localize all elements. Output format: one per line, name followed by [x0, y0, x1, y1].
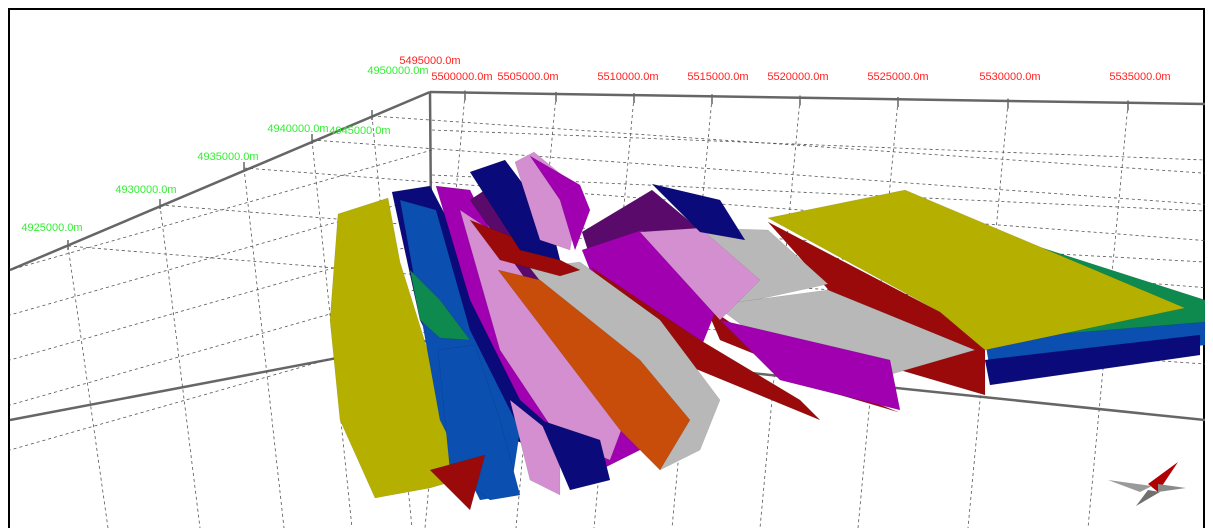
y-axis-label: 4945000.0m [329, 125, 390, 137]
x-axis-label: 5535000.0m [1109, 71, 1170, 83]
viewport-frame [8, 8, 1205, 528]
x-axis-label: 5525000.0m [867, 71, 928, 83]
surface-patch [651, 183, 746, 241]
geological-surfaces[interactable] [329, 151, 1206, 511]
y-axis-label: 4925000.0m [21, 222, 82, 234]
x-axis-label: 5500000.0m [431, 71, 492, 83]
surface-patch [719, 319, 901, 411]
x-axis-label: 5505000.0m [497, 71, 558, 83]
grid-line-y [371, 115, 1206, 174]
compass-gray-west [1108, 480, 1152, 492]
x-axis-labels: 5495000.0m 5500000.0m 5505000.0m 5510000.0m… [399, 55, 1170, 83]
surface-patch [767, 189, 1186, 351]
surface-patch [409, 269, 471, 341]
grid-line-depth-left [9, 149, 433, 271]
compass-red-tip [1148, 462, 1178, 492]
grid-line-y-vertical [243, 167, 285, 528]
compass-arrow-icon [1108, 462, 1186, 506]
grid-line-y [243, 167, 1206, 241]
x-axis-label: 5510000.0m [597, 71, 658, 83]
surface-patch [529, 155, 591, 251]
grid-line-y-vertical [311, 139, 353, 528]
surface-patch [497, 269, 691, 471]
compass-gray-south [1136, 490, 1160, 506]
y-axis-label: 4940000.0m [267, 123, 328, 135]
x-axis-label: 5530000.0m [979, 71, 1040, 83]
grid-line-y-vertical [159, 204, 201, 528]
grid-line-x [967, 102, 1009, 528]
y-axis-label: 4935000.0m [197, 151, 258, 163]
x-axis-label: 5520000.0m [767, 71, 828, 83]
surface-patch [639, 227, 761, 321]
compass-gray-east [1158, 484, 1186, 492]
y-axis-label: 4930000.0m [115, 184, 176, 196]
x-axis-label: 5495000.0m [399, 55, 460, 67]
grid-line-y [311, 139, 1206, 205]
y-axis-label: 4950000.0m [367, 65, 428, 77]
grid-line-depth [431, 129, 1206, 161]
tick-marks [67, 90, 1129, 250]
surface-patch [539, 419, 611, 491]
surface-patch [984, 334, 1201, 386]
surface-patch [429, 454, 486, 511]
box-edge-top-back [429, 90, 1206, 106]
x-axis-label: 5515000.0m [687, 71, 748, 83]
box-edge-top-left [9, 90, 431, 272]
